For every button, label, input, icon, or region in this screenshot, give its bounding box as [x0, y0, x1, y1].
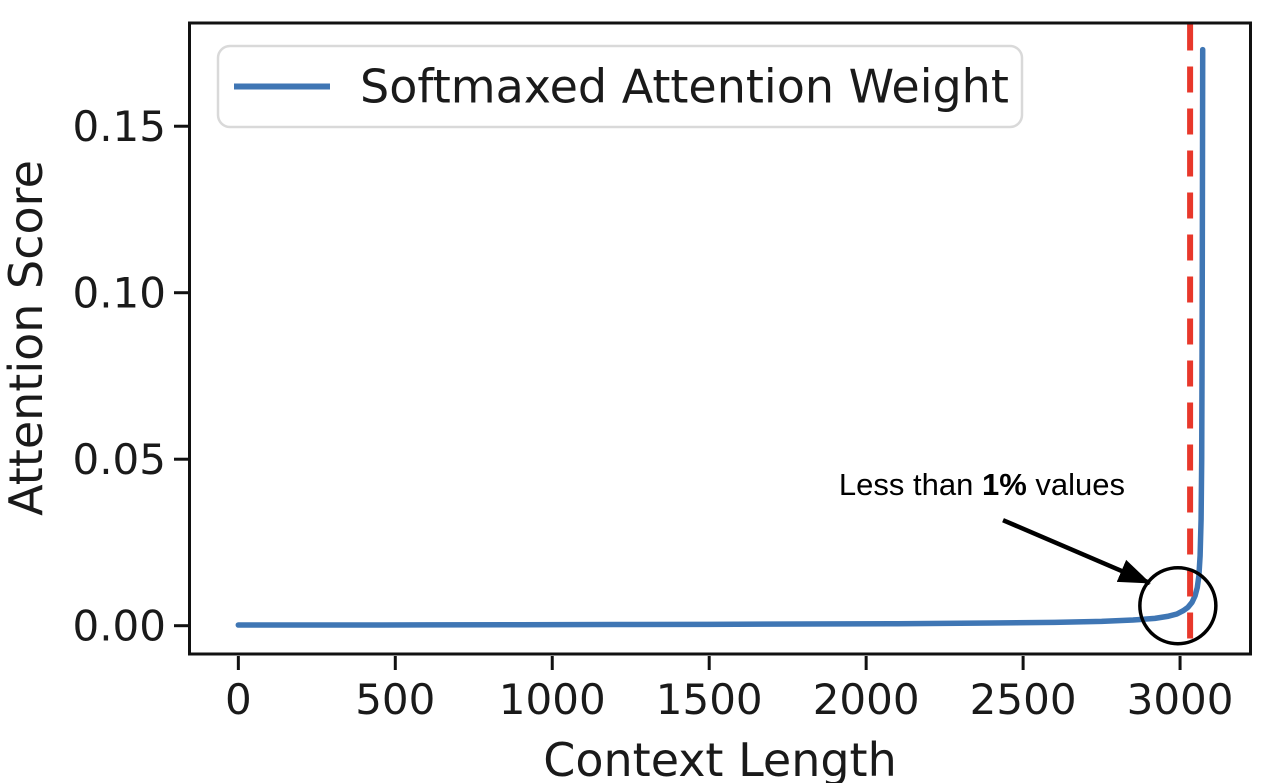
softmaxed-attention-curve — [235, 46, 1206, 628]
legend-entry-label: Softmaxed Attention Weight — [360, 60, 1009, 114]
x-tick-label: 2000 — [813, 675, 920, 724]
x-tick-label: 1500 — [656, 675, 763, 724]
annotation-text-part: values — [1027, 466, 1125, 501]
annotation-highlight-circle — [1138, 565, 1218, 646]
x-tick-label: 2500 — [970, 675, 1077, 724]
y-tick-label: 0.05 — [72, 435, 166, 484]
x-tick-label: 0 — [225, 675, 252, 724]
annotation-text: Less than 1% values — [839, 466, 1125, 501]
x-axis-ticks: 0 500 1000 1500 2000 2500 3000 — [225, 656, 1234, 724]
y-tick-label: 0.10 — [72, 269, 166, 318]
y-axis-ticks: 0.00 0.05 0.10 0.15 — [72, 102, 188, 651]
x-tick-label: 500 — [355, 675, 435, 724]
annotation-text-part: Less than — [839, 466, 982, 501]
x-tick-label: 3000 — [1127, 675, 1234, 724]
y-axis-label: Attention Score — [0, 160, 53, 516]
legend: Softmaxed Attention Weight — [216, 44, 1024, 129]
y-tick-label: 0.15 — [72, 102, 166, 151]
plot-area-border — [188, 21, 1252, 656]
annotation-arrow — [1002, 518, 1151, 586]
annotation-text-bold-part: 1% — [982, 466, 1027, 501]
x-tick-label: 1000 — [499, 675, 606, 724]
y-tick-label: 0.00 — [72, 602, 166, 651]
legend-box — [216, 44, 1024, 129]
x-axis-label: Context Length — [543, 733, 897, 783]
